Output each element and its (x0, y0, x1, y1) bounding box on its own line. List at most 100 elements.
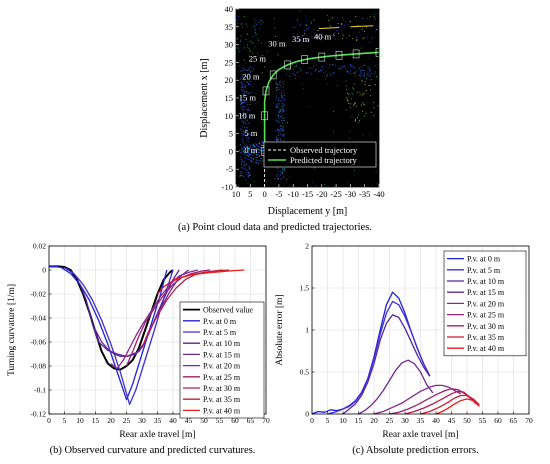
point-cloud-dot (244, 81, 246, 83)
point-cloud-dot (241, 126, 243, 128)
point-cloud-dot (251, 151, 253, 153)
point-cloud-dot (320, 69, 322, 71)
point-cloud-dot (281, 108, 283, 110)
point-cloud-dot (261, 160, 263, 162)
distance-annotations: 0 m 5 m 10 m 15 m 20 m 25 m30 m 35 m 40 m (238, 31, 331, 155)
point-cloud-dot (276, 52, 278, 54)
point-cloud-dot (245, 84, 247, 86)
point-cloud-dot (279, 129, 281, 131)
point-cloud-dot (261, 152, 263, 154)
point-cloud-dot (351, 66, 353, 68)
point-cloud-dot (356, 39, 358, 42)
point-cloud-dot (367, 85, 369, 87)
point-cloud-dot (356, 91, 358, 93)
point-cloud-dot (370, 111, 372, 113)
x-tick-label: 25 (123, 416, 131, 425)
point-cloud-dot (280, 133, 282, 135)
point-cloud-dot (240, 172, 242, 174)
point-cloud-dot (249, 40, 251, 42)
point-cloud-dot (274, 177, 276, 179)
point-cloud-dot (260, 157, 262, 159)
point-cloud-dot (268, 98, 270, 100)
point-cloud-dot (359, 69, 362, 71)
point-cloud-dot (239, 144, 242, 146)
legend-box (263, 141, 377, 168)
point-cloud-dot (277, 54, 279, 56)
point-cloud-dot (249, 104, 251, 106)
point-cloud-dot (370, 89, 372, 91)
point-cloud-dot (281, 172, 283, 174)
point-cloud-dot (246, 25, 248, 27)
point-cloud-dot (282, 87, 285, 89)
point-cloud-dot (355, 15, 357, 18)
point-cloud-dot (283, 95, 285, 97)
point-cloud-dot (259, 156, 260, 158)
point-cloud-dot (374, 84, 376, 86)
legend-label: P.v. at 0 m (203, 317, 237, 326)
point-cloud-dot (246, 133, 248, 136)
point-cloud-dot (293, 73, 295, 75)
panel-b-axes: 0 5 10 15 20 25 30 35 40 45 50 55 60 65 70 0.02 0 -0.02 -0… (30, 242, 270, 425)
point-cloud-dot (251, 160, 253, 162)
point-cloud-dot (361, 93, 363, 95)
point-cloud-dot (293, 74, 295, 76)
point-cloud-dot (370, 78, 372, 81)
point-cloud-dot (249, 115, 251, 117)
x-tick-label: -20 (316, 189, 327, 199)
point-cloud-dot (281, 93, 283, 95)
point-cloud-dot (346, 99, 349, 101)
point-cloud-dot (278, 83, 281, 85)
point-cloud-dot (246, 101, 248, 103)
point-cloud-dot (360, 47, 362, 49)
point-cloud-dot (354, 103, 356, 105)
point-cloud-dot (281, 168, 284, 170)
legend-label: P.v. at 5 m (467, 266, 501, 275)
panel-c-caption: (c) Absolute prediction errors. (352, 445, 479, 456)
x-tick-label: 20 (107, 416, 115, 425)
point-cloud-dot (236, 46, 238, 48)
point-cloud-dot (363, 104, 365, 106)
point-cloud-dot (347, 100, 349, 102)
point-cloud-dot (364, 37, 366, 39)
point-cloud-dot (241, 85, 243, 87)
point-cloud-dot (279, 125, 281, 127)
point-cloud-dot (241, 27, 243, 29)
y-tick-label: 15 (225, 93, 234, 103)
point-cloud-dot (281, 118, 283, 120)
point-cloud-dot (243, 95, 245, 97)
point-cloud-dot (248, 54, 250, 56)
point-cloud-dot (262, 150, 264, 152)
point-cloud-dot (248, 152, 250, 154)
panel-c-series (311, 291, 480, 415)
point-cloud-dot (239, 117, 241, 119)
point-cloud-dot (254, 46, 256, 48)
point-cloud-dot (368, 70, 371, 72)
point-cloud-dot (276, 89, 278, 91)
point-cloud-dot (245, 75, 247, 77)
series-line (327, 300, 431, 415)
y-tick-label: 20 (225, 75, 234, 85)
point-cloud-dot (350, 64, 352, 66)
point-cloud-dot (248, 148, 250, 150)
point-cloud-dot (324, 184, 326, 185)
point-cloud-dot (354, 170, 355, 171)
point-cloud-dot (248, 47, 250, 49)
point-cloud-dot (313, 38, 315, 40)
point-cloud-dot (244, 167, 246, 169)
x-tick-label: -15 (302, 189, 313, 199)
legend-label: P.v. at 20 m (467, 299, 505, 308)
point-cloud-dot (354, 102, 356, 104)
point-cloud-dot (278, 88, 280, 91)
point-cloud-dot (350, 70, 352, 72)
point-cloud-dot (355, 103, 357, 105)
point-cloud-dot (244, 117, 246, 119)
vehicle-footprint (352, 49, 360, 59)
point-cloud-dot (335, 29, 337, 31)
panel-c-axes: 0 5 10 15 20 25 30 35 40 45 50 55 60 65 70 0 0.5 1 1.5 2 (300, 242, 533, 425)
point-cloud-dot (248, 165, 250, 168)
point-cloud-dot (280, 100, 282, 102)
vehicle-footprint (261, 111, 268, 121)
point-cloud-dot (250, 178, 252, 180)
point-cloud-dot (305, 41, 307, 43)
point-cloud-dot (242, 115, 244, 117)
